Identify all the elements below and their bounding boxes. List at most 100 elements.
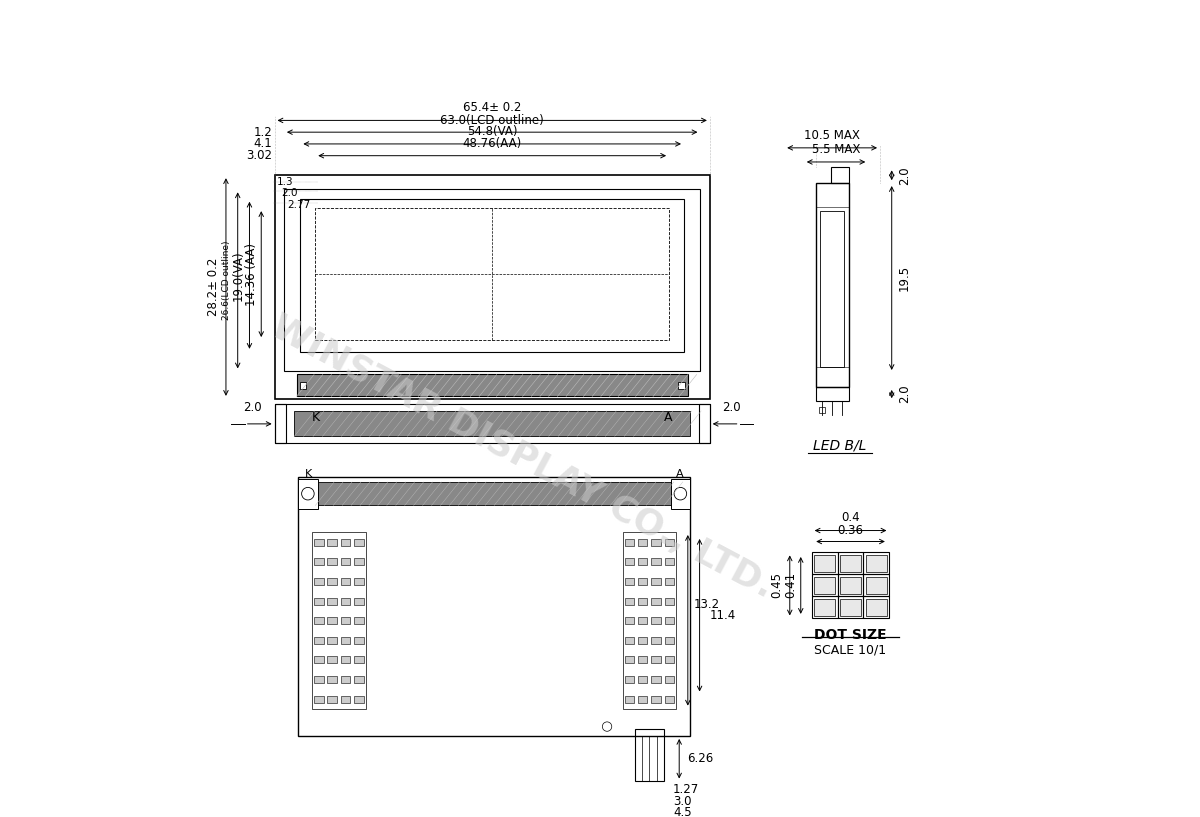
Bar <box>316 208 670 340</box>
Bar <box>652 578 661 585</box>
Bar <box>638 558 648 565</box>
Bar <box>625 538 634 546</box>
Bar <box>354 636 364 644</box>
Bar <box>838 552 864 574</box>
Bar <box>298 477 690 736</box>
Bar <box>814 599 835 616</box>
Bar <box>625 695 634 703</box>
Bar <box>341 617 350 624</box>
Bar <box>811 552 838 574</box>
Bar <box>638 656 648 663</box>
Bar <box>314 597 324 605</box>
Bar <box>665 676 674 683</box>
Text: 3.0: 3.0 <box>673 795 691 807</box>
Text: 54.8(VA): 54.8(VA) <box>467 126 517 138</box>
Bar <box>665 558 674 565</box>
Bar <box>300 199 684 352</box>
Bar <box>840 599 862 616</box>
Bar <box>314 656 324 663</box>
Bar <box>821 211 844 368</box>
Text: 0.45: 0.45 <box>770 573 784 598</box>
Bar <box>864 552 889 574</box>
Bar <box>866 599 887 616</box>
Bar <box>341 597 350 605</box>
Bar <box>341 656 350 663</box>
Text: DOT SIZE: DOT SIZE <box>815 627 887 642</box>
Text: 1.3: 1.3 <box>277 176 294 186</box>
Bar <box>328 558 337 565</box>
Text: 14.36 (AA): 14.36 (AA) <box>245 243 258 306</box>
Text: 0.36: 0.36 <box>838 524 864 537</box>
Text: 2.0: 2.0 <box>282 188 298 198</box>
Text: 1.27: 1.27 <box>673 783 700 796</box>
Bar <box>678 382 685 389</box>
Bar <box>625 617 634 624</box>
Text: A: A <box>664 411 672 423</box>
Bar <box>866 577 887 594</box>
Bar <box>314 558 324 565</box>
Bar <box>341 676 350 683</box>
Text: LED B/L: LED B/L <box>814 439 866 453</box>
Bar <box>811 574 838 596</box>
Bar <box>665 617 674 624</box>
Bar <box>638 617 648 624</box>
Bar <box>354 676 364 683</box>
Text: K: K <box>312 411 320 423</box>
Bar <box>638 695 648 703</box>
Bar <box>354 656 364 663</box>
Text: 4.1: 4.1 <box>253 137 272 150</box>
Text: 65.4± 0.2: 65.4± 0.2 <box>463 101 521 114</box>
Bar <box>625 636 634 644</box>
Bar <box>354 578 364 585</box>
Bar <box>638 578 648 585</box>
Text: 10.5 MAX: 10.5 MAX <box>804 128 860 141</box>
Bar <box>341 538 350 546</box>
Bar <box>312 532 366 708</box>
Text: 28.2± 0.2: 28.2± 0.2 <box>206 258 220 316</box>
Bar <box>816 183 848 387</box>
Bar <box>328 538 337 546</box>
Bar <box>275 404 709 444</box>
Bar <box>652 617 661 624</box>
Bar <box>665 695 674 703</box>
Text: 0.4: 0.4 <box>841 511 860 525</box>
Circle shape <box>602 722 612 731</box>
Text: 2.77: 2.77 <box>287 200 311 210</box>
Bar <box>665 597 674 605</box>
Bar <box>328 676 337 683</box>
Bar <box>625 656 634 663</box>
Text: 2.0: 2.0 <box>898 166 911 185</box>
Text: A: A <box>676 469 684 479</box>
Bar <box>638 636 648 644</box>
Bar <box>866 555 887 572</box>
Bar <box>314 538 324 546</box>
Bar <box>838 596 864 618</box>
Bar <box>341 695 350 703</box>
Bar <box>316 482 673 506</box>
Text: 26.6(LCD outline): 26.6(LCD outline) <box>222 241 232 320</box>
Bar <box>652 656 661 663</box>
Bar <box>314 578 324 585</box>
Bar <box>623 532 676 708</box>
Bar <box>840 577 862 594</box>
Bar <box>832 167 848 183</box>
Bar <box>665 538 674 546</box>
Bar <box>814 555 835 572</box>
Circle shape <box>301 488 314 500</box>
Bar <box>816 387 848 401</box>
Bar <box>354 617 364 624</box>
Bar <box>638 538 648 546</box>
Text: 63.0(LCD outline): 63.0(LCD outline) <box>440 114 544 127</box>
Bar <box>665 636 674 644</box>
Bar <box>341 636 350 644</box>
Bar <box>314 636 324 644</box>
Text: 0.41: 0.41 <box>785 573 798 599</box>
Bar <box>296 374 688 396</box>
Bar <box>314 617 324 624</box>
Bar <box>625 578 634 585</box>
Text: 6.26: 6.26 <box>688 752 713 766</box>
Bar <box>652 676 661 683</box>
Bar <box>284 190 701 372</box>
Bar <box>864 596 889 618</box>
Text: 11.4: 11.4 <box>709 609 736 622</box>
